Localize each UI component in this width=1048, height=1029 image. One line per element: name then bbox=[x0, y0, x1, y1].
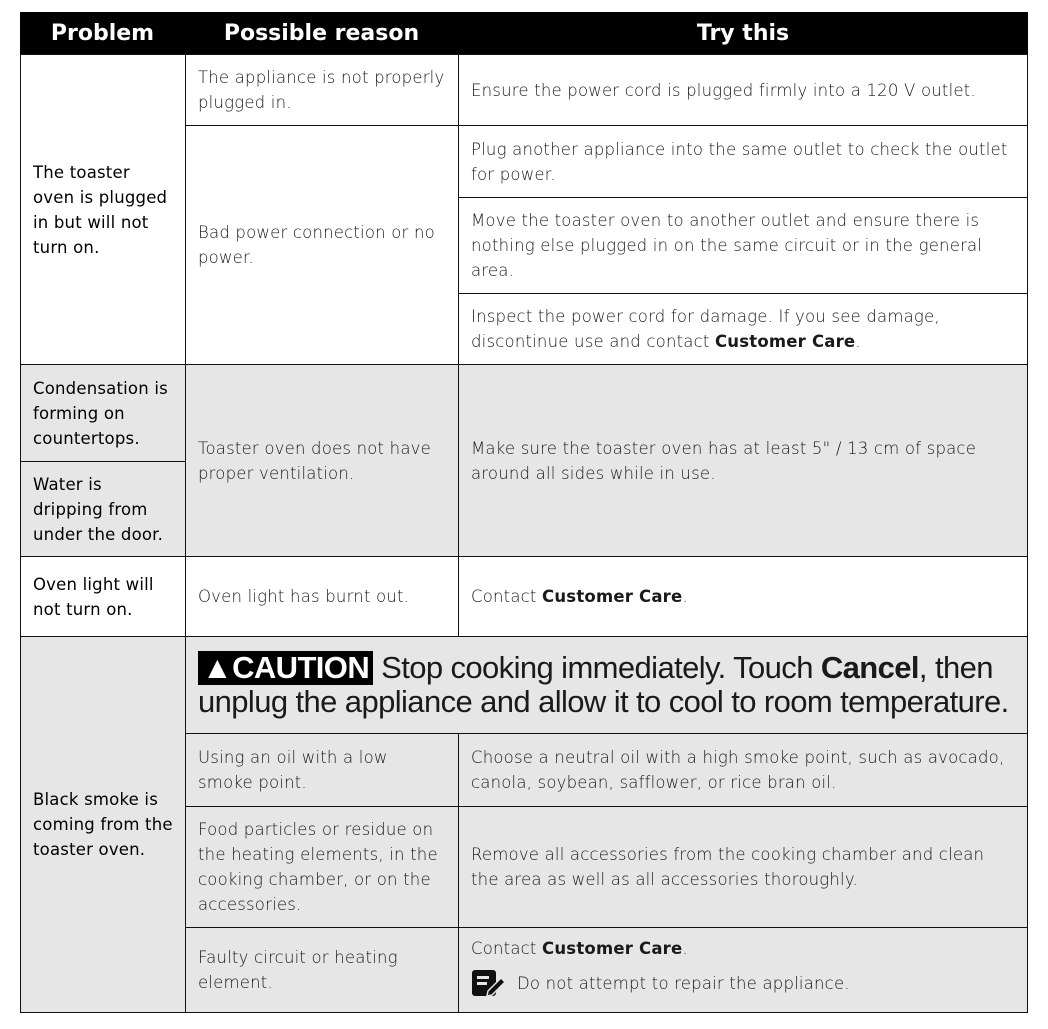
problem-cell: The toaster oven is plugged in but will … bbox=[20, 54, 186, 365]
warning-triangle-icon: ▲ bbox=[202, 650, 233, 685]
try-cell: Contact Customer Care. Do not attempt to… bbox=[458, 927, 1028, 1013]
try-text: . bbox=[682, 587, 688, 606]
try-cell: Inspect the power cord for damage. If yo… bbox=[458, 293, 1028, 365]
cancel-text: Cancel bbox=[820, 650, 920, 685]
problem-cell: Black smoke is coming from the toaster o… bbox=[20, 636, 186, 1013]
try-cell: Contact Customer Care. bbox=[458, 556, 1028, 637]
try-cell: Choose a neutral oil with a high smoke p… bbox=[458, 733, 1028, 807]
problem-cell: Condensation is forming on countertops. bbox=[20, 364, 186, 462]
reason-cell: Bad power connection or no power. bbox=[185, 125, 459, 365]
customer-care-text: Customer Care bbox=[542, 587, 683, 606]
try-text: Contact bbox=[471, 587, 543, 606]
caution-label: CAUTION bbox=[232, 650, 370, 685]
try-cell: Ensure the power cord is plugged firmly … bbox=[458, 54, 1028, 126]
problem-cell: Water is dripping from under the door. bbox=[20, 461, 186, 557]
customer-care-text: Customer Care bbox=[542, 939, 683, 958]
try-text: Inspect the power cord for damage. If yo… bbox=[471, 307, 940, 351]
note-pencil-icon bbox=[472, 970, 507, 997]
try-cell: Make sure the toaster oven has at least … bbox=[458, 364, 1028, 557]
try-cell: Remove all accessories from the cooking … bbox=[458, 806, 1028, 928]
reason-cell: Using an oil with a low smoke point. bbox=[185, 733, 459, 807]
reason-cell: Faulty circuit or heating element. bbox=[185, 927, 459, 1013]
reason-cell: The appliance is not properly plugged in… bbox=[185, 54, 459, 126]
reason-cell: Oven light has burnt out. bbox=[185, 556, 459, 637]
reason-cell: Food particles or residue on the heating… bbox=[185, 806, 459, 928]
caution-text: , then unplug the appliance and allow it… bbox=[198, 650, 1009, 719]
header-problem: Problem bbox=[20, 12, 185, 54]
try-text: . bbox=[682, 939, 688, 958]
customer-care-text: Customer Care bbox=[714, 332, 856, 351]
header-reason: Possible reason bbox=[185, 12, 458, 54]
header-try: Try this bbox=[458, 12, 1028, 54]
caution-banner: ▲CAUTION Stop cooking immediately. Touch… bbox=[185, 636, 1028, 734]
caution-text: Stop cooking immediately. Touch bbox=[373, 650, 821, 685]
reason-cell: Toaster oven does not have proper ventil… bbox=[185, 364, 459, 557]
try-cell: Move the toaster oven to another outlet … bbox=[458, 197, 1028, 294]
problem-cell: Oven light will not turn on. bbox=[20, 556, 186, 637]
try-cell: Plug another appliance into the same out… bbox=[458, 125, 1028, 198]
try-text: Contact bbox=[471, 939, 543, 958]
try-text: . bbox=[855, 332, 861, 351]
caution-badge: ▲CAUTION bbox=[198, 650, 374, 685]
note-text: Do not attempt to repair the appliance. bbox=[517, 973, 850, 993]
